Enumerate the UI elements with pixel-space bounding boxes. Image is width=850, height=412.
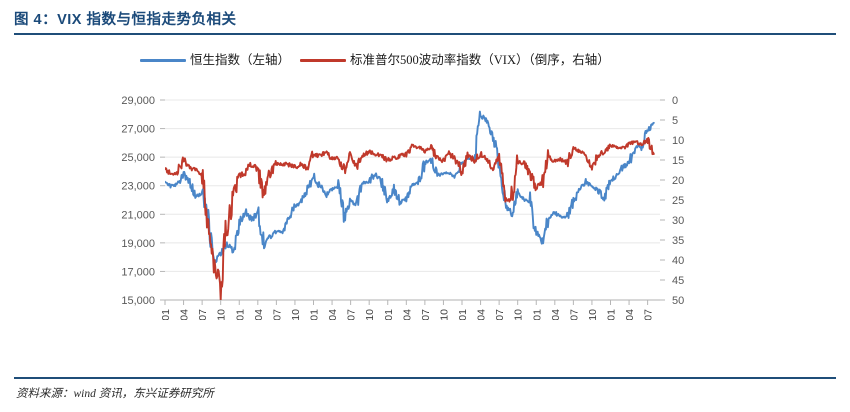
y-axis-right-tick-label: 20 bbox=[672, 175, 684, 187]
figure-source: 资料来源：wind 资讯，东兴证券研究所 bbox=[16, 388, 214, 400]
x-axis-tick-label: 2012-10 bbox=[290, 309, 302, 320]
title-divider-rule bbox=[14, 33, 836, 35]
y-axis-right-tick-label: 35 bbox=[672, 235, 684, 247]
y-axis-right-tick-label: 40 bbox=[672, 255, 684, 267]
y-axis-left-tick-label: 15,000 bbox=[121, 295, 155, 307]
chart-svg-canvas: 15,000 17,000 19,000 21,000 23,000 25,000 27,0… bbox=[121, 95, 684, 320]
y-axis-left-tick-label: 23,000 bbox=[121, 181, 155, 193]
x-axis-tick-label: 2012-07 bbox=[271, 309, 283, 320]
chart-legend: 恒生指数（左轴） 标准普尔500波动率指数（VIX）（倒序，右轴） bbox=[140, 54, 610, 67]
y-axis-right-tick-label: 45 bbox=[672, 275, 684, 287]
y-axis-right-tick-label: 10 bbox=[672, 135, 684, 147]
y-axis-right-tick-label: 5 bbox=[672, 115, 678, 127]
x-axis-tick-label: 2015-01 bbox=[457, 309, 469, 320]
figure-title: 图 4：VIX 指数与恒指走势负相关 bbox=[14, 12, 237, 28]
x-axis-tick-label: 2015-07 bbox=[494, 309, 506, 320]
x-axis-tick-label: 2013-01 bbox=[309, 309, 321, 320]
line-chart: 15,000 17,000 19,000 21,000 23,000 25,000 27,0… bbox=[0, 80, 850, 320]
y-axis-left-tick-label: 27,000 bbox=[121, 124, 155, 136]
y-axis-right-tick-label: 50 bbox=[672, 295, 684, 307]
y-axis-right-tick-label: 30 bbox=[672, 215, 684, 227]
x-axis-tick-label: 2012-01 bbox=[234, 309, 246, 320]
x-axis-tick-label: 2011-07 bbox=[197, 309, 209, 320]
x-axis-tick-label: 2016-07 bbox=[568, 309, 580, 320]
series-line-hsi bbox=[165, 110, 655, 266]
y-axis-left-tick-label: 25,000 bbox=[121, 152, 155, 164]
x-axis-tick-label: 2014-10 bbox=[438, 309, 450, 320]
x-axis-tick-label: 2014-01 bbox=[383, 309, 395, 320]
y-axis-right-tick-label: 25 bbox=[672, 195, 684, 207]
source-divider-rule bbox=[14, 377, 836, 379]
x-axis-tick-label: 2011-01 bbox=[160, 309, 172, 320]
x-axis-tick-label: 2013-07 bbox=[346, 309, 358, 320]
legend-label-hsi: 恒生指数（左轴） bbox=[190, 53, 291, 67]
legend-swatch-hsi bbox=[140, 58, 186, 62]
x-axis-tick-label: 2011-04 bbox=[179, 309, 191, 320]
x-axis-tick-label: 2016-01 bbox=[531, 309, 543, 320]
y-axis-left-tick-label: 29,000 bbox=[121, 95, 155, 107]
x-axis-tick-label: 2016-04 bbox=[550, 309, 562, 320]
x-axis-tick-label: 2012-04 bbox=[253, 309, 265, 320]
legend-item-hsi: 恒生指数（左轴） bbox=[140, 54, 290, 67]
legend-item-vix: 标准普尔500波动率指数（VIX）（倒序，右轴） bbox=[300, 54, 610, 67]
y-axis-right-tick-label: 15 bbox=[672, 155, 684, 167]
x-axis-tick-label: 2017-04 bbox=[624, 309, 636, 320]
legend-swatch-vix bbox=[300, 58, 347, 62]
x-axis-tick-label: 2011-10 bbox=[216, 309, 228, 320]
x-axis-tick-label: 2014-07 bbox=[420, 309, 432, 320]
series-line-vix bbox=[165, 136, 655, 300]
y-axis-right-tick-label: 0 bbox=[672, 95, 678, 107]
legend-label-vix: 标准普尔500波动率指数（VIX）（倒序，右轴） bbox=[350, 53, 610, 67]
x-axis-tick-label: 2013-10 bbox=[364, 309, 376, 320]
x-axis-tick-label: 2017-01 bbox=[606, 309, 618, 320]
x-axis-tick-label: 2014-04 bbox=[401, 309, 413, 320]
x-axis-tick-label: 2017-07 bbox=[643, 309, 655, 320]
x-axis-tick-label: 2013-04 bbox=[327, 309, 339, 320]
x-axis-tick-label: 2015-04 bbox=[476, 309, 488, 320]
y-axis-left-tick-label: 21,000 bbox=[121, 209, 155, 221]
y-axis-left-tick-label: 17,000 bbox=[121, 266, 155, 278]
y-axis-left-tick-label: 19,000 bbox=[121, 238, 155, 250]
x-axis-tick-label: 2015-10 bbox=[513, 309, 525, 320]
x-axis-tick-label: 2016-10 bbox=[587, 309, 599, 320]
